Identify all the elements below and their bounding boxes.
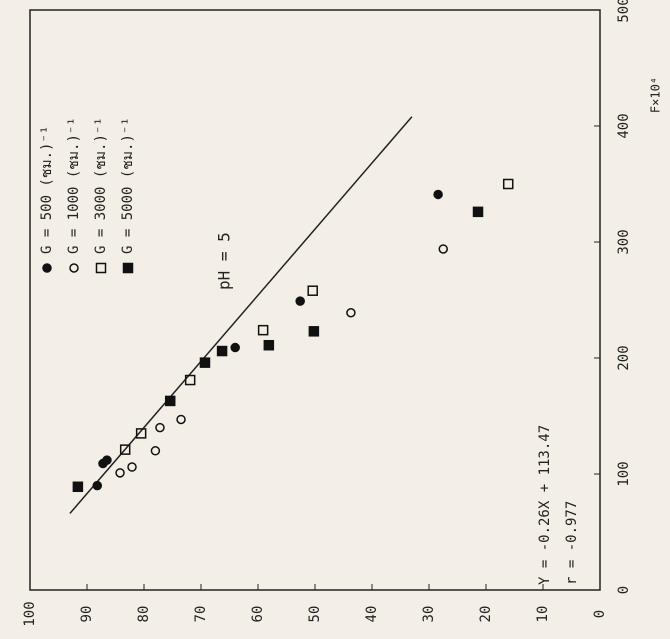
y-tick-label: 100 xyxy=(22,601,38,626)
y-tick-label: 50 xyxy=(307,606,323,623)
legend-label: G = 5000 (ชม.)⁻¹ xyxy=(120,117,136,254)
annotation: r = -0.977 xyxy=(564,501,580,585)
y-tick-label: 80 xyxy=(136,606,152,623)
x-tick-label: 400 xyxy=(616,113,632,138)
legend-marker xyxy=(124,264,133,273)
y-tick-label: 30 xyxy=(421,606,437,623)
x-tick-label: 0 xyxy=(616,586,632,594)
page: 0 10 20 30 40 50 60 70 80 90 100 0 100 200 300 400 500 F×… xyxy=(0,0,670,639)
y-tick-label: 10 xyxy=(535,606,551,623)
point xyxy=(296,297,304,305)
x-tick-label: 100 xyxy=(616,461,632,486)
annotation: pH = 5 xyxy=(215,232,234,290)
y-tick-label: 20 xyxy=(478,606,494,623)
point xyxy=(103,456,111,464)
y-tick-label: 40 xyxy=(364,606,380,623)
legend-label: G = 500 (ชม.)⁻¹ xyxy=(39,126,55,254)
chart: 0 10 20 30 40 50 60 70 80 90 100 0 100 200 300 400 500 F×… xyxy=(0,0,670,639)
x-axis-label: F×10⁴ xyxy=(649,77,663,113)
y-tick-label: 90 xyxy=(79,606,95,623)
point xyxy=(73,482,82,491)
point xyxy=(218,347,227,356)
x-tick-label: 200 xyxy=(616,345,632,370)
legend-label: G = 1000 (ชม.)⁻¹ xyxy=(66,117,82,254)
point xyxy=(231,344,239,352)
point xyxy=(434,190,442,198)
point xyxy=(166,396,175,405)
point xyxy=(474,207,483,216)
legend-marker xyxy=(43,264,51,272)
x-tick-label: 500 xyxy=(616,0,632,23)
point xyxy=(264,341,273,350)
legend-label: G = 3000 (ชม.)⁻¹ xyxy=(93,117,109,254)
y-tick-label: 0 xyxy=(592,610,608,618)
annotation: Y = -0.26X + 113.47 xyxy=(537,425,553,585)
point xyxy=(200,358,209,367)
point xyxy=(93,482,101,490)
point xyxy=(309,327,318,336)
x-tick-label: 300 xyxy=(616,229,632,254)
y-tick-label: 70 xyxy=(193,606,209,623)
y-tick-label: 60 xyxy=(250,606,266,623)
